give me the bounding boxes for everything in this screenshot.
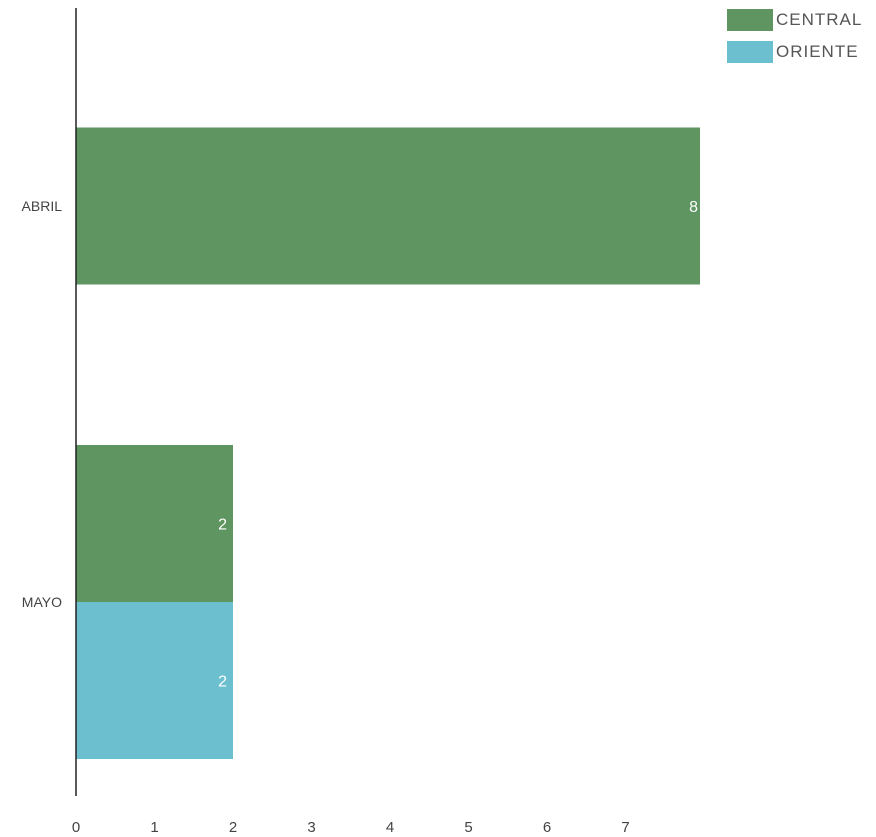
- x-tick-label-3: 3: [307, 819, 315, 836]
- legend-swatch-oriente: [727, 41, 773, 63]
- legend-item-oriente: ORIENTE: [727, 40, 862, 64]
- legend-label-central: CENTRAL: [776, 10, 863, 29]
- x-tick-label-0: 0: [72, 819, 80, 836]
- bar-central-abril: [76, 127, 700, 285]
- bar-oriente-mayo: [76, 602, 233, 759]
- legend-label-oriente: ORIENTE: [776, 42, 859, 61]
- chart-legend: CENTRAL ORIENTE: [727, 8, 862, 72]
- x-tick-label-5: 5: [464, 819, 472, 836]
- data-label-central-mayo: 2: [218, 517, 227, 534]
- x-tick-label-6: 6: [543, 819, 551, 836]
- x-tick-label-4: 4: [386, 819, 394, 836]
- bar-central-mayo: [76, 445, 233, 602]
- category-label-abril: ABRIL: [22, 198, 63, 214]
- data-label-central-abril: 8: [689, 199, 698, 216]
- x-tick-label-7: 7: [621, 819, 629, 836]
- legend-item-central: CENTRAL: [727, 8, 862, 32]
- x-tick-label-2: 2: [229, 819, 237, 836]
- x-tick-label-1: 1: [150, 819, 158, 836]
- legend-swatch-central: [727, 9, 773, 31]
- data-label-oriente-mayo: 2: [218, 674, 227, 691]
- category-label-mayo: MAYO: [22, 594, 62, 610]
